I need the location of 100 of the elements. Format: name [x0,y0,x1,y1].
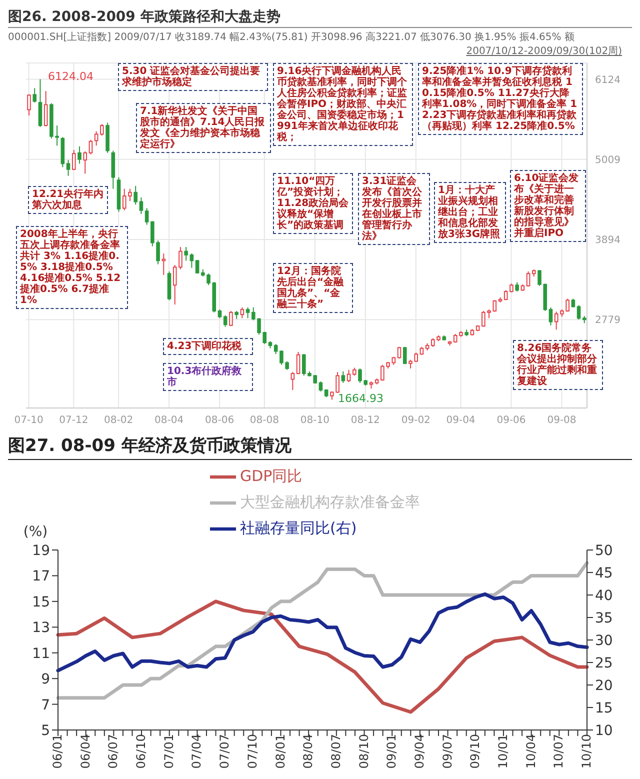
x-tick-label: 09-08 [547,415,576,426]
x-tick-label: 06/04 [78,734,92,769]
candlestick [134,185,138,206]
x-tick-label: 08/04 [301,734,316,769]
annotation: 11.10“四万亿”投资计划；11.28政治局会议释放“保增长”的政策基调 [273,173,353,234]
y-tick-label: 3894 [595,235,620,246]
x-tick-label: 09/07 [440,734,454,769]
x-tick-label: 10/10 [580,734,594,769]
y2-tick-label: 45 [595,565,613,582]
y-tick-label: 5 [41,722,50,739]
x-tick-label: 08-12 [350,415,380,426]
candlestick [515,282,519,292]
annotation: 7.1新华社发文《关于中国股市的通信》7.14人民日报发文《全力维护资本市场稳定运行》 [136,103,271,153]
x-tick-label: 08-02 [104,415,134,426]
candlestick [162,252,166,276]
x-tick-label: 08-10 [300,415,330,426]
annotation: 6.10证监会发布《关于进一步改革和完善新股发行体制的指导意见》并重启IPO [510,170,586,242]
x-tick-label: 07/01 [162,734,176,769]
y2-tick-label: 25 [595,655,613,672]
candlestick [100,124,104,136]
x-tick-label: 10/04 [524,734,538,769]
x-tick-label: 08-08 [250,415,279,426]
x-tick-label: 09-02 [401,415,430,426]
candlestick [88,139,93,155]
x-tick-label: 08-04 [154,415,184,426]
candlestick [341,370,346,384]
candlestick [32,88,37,104]
annotation: 12月：国务院先后出台“金融国九条”、“金融三十条” [273,263,353,313]
annotation: 9.16央行下调金融机构人民币贷款基准利率，同时下调个人住房公积金贷款利率；证监会暂停IPO；财政部、中央汇金公司、国资委稳定市场；1991年来首次单边征收印花税； [273,63,413,146]
annotation: 8.26国务院常务会议提出抑制部分行业产能过剩和重复建设 [513,340,603,390]
annotation: 10.3布什政府救市 [163,363,253,391]
candlestick [318,380,323,392]
x-tick-label: 08/10 [356,734,371,769]
candlestick [144,208,149,226]
y-tick-label: 6124 [595,74,620,86]
y-tick-label: 19 [32,542,50,559]
y-tick-label: 15 [32,594,50,610]
x-tick-label: 07/07 [218,734,232,769]
x-tick-label: 10/01 [496,734,510,769]
y2-tick-label: 35 [595,610,613,626]
chart-title: 图26. 2008-2009 年政策路径和大盘走势 [8,8,632,28]
line-series [56,561,589,700]
text: 2007/10/12-2009/09/30(102周) [465,45,622,58]
y2-tick-label: 40 [595,588,613,604]
candlestick [66,160,70,176]
x-tick-label: 08-06 [205,415,234,426]
candlestick [83,150,87,174]
candlestick [576,304,581,320]
candlestick [274,344,278,355]
legend-label: 大型金融机构存款准备金率 [240,493,420,512]
x-tick-label: 09/04 [412,734,426,769]
x-tick-label: 07/04 [190,734,204,769]
candlestick [346,369,351,383]
x-tick-label: 09-06 [496,415,526,426]
y-tick-label: 7 [41,697,50,714]
candlestick [290,372,295,391]
text: 000001.SH[上证指数] 2009/07/17 收3189.74 幅2.43%(75.81) 开3098.96 高3221.07 低3076.30 换1.95% 振4.65% 额 [8,30,574,44]
y2-tick-label: 10 [595,722,613,739]
candlestick [246,306,250,319]
y-tick-label: 9 [41,672,50,688]
y2-tick-label: 20 [595,678,613,694]
candlestick [240,306,244,319]
candlestick [139,196,144,214]
candlestick [526,270,530,288]
x-tick-label: 06/01 [50,734,65,769]
line-series [56,592,589,672]
y2-tick-label: 30 [595,632,613,649]
candlestick [190,252,194,268]
candlestick [38,78,42,128]
candlestick [296,351,300,375]
x-tick-label: 09/01 [384,734,399,769]
x-tick-label: 06/07 [106,734,120,769]
annotation: 2008年上半年，央行五次上调存款准备金率共计 3% 1.16提准0.5% 3.18提准0.5% 4.16提准0.5% 5.12提准0.5% 6.7提准1% [16,226,128,309]
annotation: 12.21央行年内第六次加息 [28,186,108,214]
y-axis-title: (%) [23,524,48,540]
x-tick-label: 07/10 [245,734,260,769]
candlestick [223,314,228,328]
line-series [56,600,589,714]
candlestick [94,130,98,146]
candlestick [548,306,553,326]
legend-label: GDP同比 [240,467,302,486]
annotation: 1月：十大产业振兴规划相继出台；工业和信息化部发放3张3G牌照 [434,182,506,243]
y-tick-label: 11 [32,646,50,662]
y-tick-label: 17 [32,568,50,585]
y-tick-label: 5009 [595,154,620,166]
y-tick-label: 2779 [595,315,620,326]
candlestick [554,311,558,330]
x-tick-label: 09/10 [468,734,482,769]
annotation: 1664.93 [338,392,384,405]
candlestick [229,310,233,327]
annotation: 3.31证监会发布《首次公开发行股票并在创业板上市管理暂行办法》 [358,173,430,245]
x-tick-label: 09-04 [446,415,476,426]
x-tick-label: 07-12 [59,415,88,426]
annotation: 4.23下调印花税 [163,338,253,355]
annotation: 9.25降准1% 10.9下调存贷款利率和准备金率并暂免征收利息税 10.15降准0.5% 11.27央行大降利率1.08%，同时下调准备金率 12.23下调存贷款基准利率和再贷款（再贴现）利率 12.25降准0.5% [418,63,583,135]
candlestick [184,246,188,262]
candlestick [27,94,31,116]
y2-tick-label: 50 [595,542,613,559]
chart-title: 图27. 08-09 年经济及货币政策情况 [8,434,632,460]
candlestick [44,90,48,127]
